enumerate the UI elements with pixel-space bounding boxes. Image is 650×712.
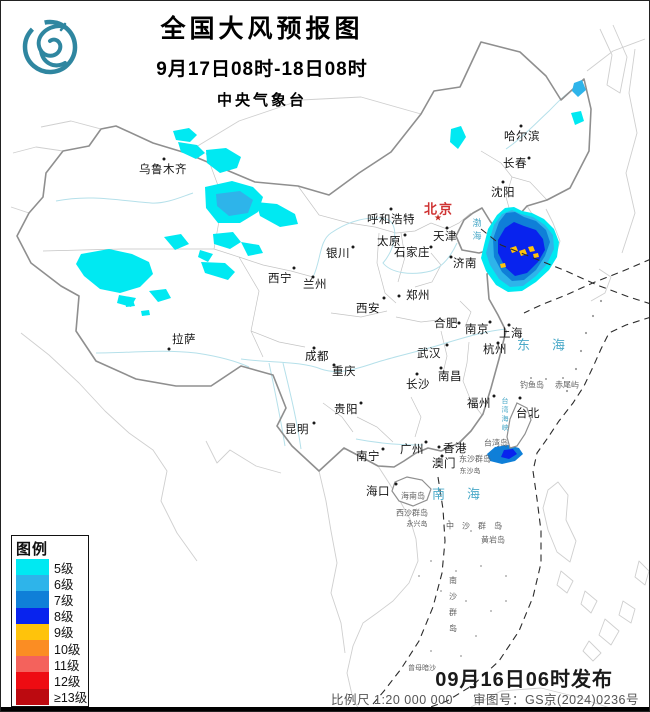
- legend-label: ≥13级: [54, 691, 88, 706]
- map-scale-row: 比例尺 1:20 000 000 审图号：GS京(2024)0236号: [331, 689, 639, 708]
- legend-item: 12级: [16, 672, 88, 689]
- china-national-boundary: [16, 41, 592, 472]
- bottom-frame-bar: [1, 707, 649, 711]
- legend-item: 10级: [16, 639, 88, 657]
- legend-item: 7级: [16, 591, 88, 608]
- approval-number: 审图号：GS京(2024)0236号: [472, 693, 639, 707]
- legend-item: 5级: [16, 559, 88, 576]
- map-scale: 比例尺 1:20 000 000: [331, 693, 453, 707]
- legend-item: ≥13级: [16, 688, 88, 706]
- maritime-dashed-lines: [372, 228, 649, 710]
- rivers: [55, 90, 572, 450]
- hainan-island: [391, 476, 432, 507]
- legend-swatch: [16, 688, 49, 705]
- page-title: 全国大风预报图: [160, 15, 364, 43]
- legend-box: 图例 5级 6级 7级 8级 9级 10级 11级 12级 ≥13级: [11, 535, 89, 707]
- legend-swatch: [16, 559, 49, 576]
- neighbor-coastlines: [10, 24, 649, 711]
- wind-areas-level5: [76, 111, 584, 316]
- wind-areas-level6: [216, 80, 586, 216]
- legend-item: 11级: [16, 656, 88, 673]
- legend-label: 7级: [54, 593, 74, 608]
- legend-swatch: [16, 656, 49, 673]
- legend-swatch: [16, 607, 49, 624]
- legend-swatch: [16, 623, 49, 640]
- taiwan-island: [506, 402, 532, 449]
- wind-area-taiwan-sw: [487, 445, 523, 464]
- legend-label: 9级: [54, 626, 74, 641]
- agency-name: 中央气象台: [216, 92, 307, 109]
- legend-item: 9级: [16, 623, 88, 641]
- legend-label: 6级: [54, 577, 74, 592]
- legend-swatch: [16, 591, 49, 608]
- legend-items: 5级 6级 7级 8级 9级 10级 11级 12级 ≥13级: [16, 559, 88, 705]
- province-boundaries: [42, 150, 548, 443]
- legend-item: 6级: [16, 575, 88, 592]
- reef-specks: [418, 299, 603, 657]
- legend-label: 8级: [54, 610, 74, 625]
- legend-title: 图例: [16, 541, 49, 558]
- legend-label: 10级: [54, 642, 81, 657]
- legend-label: 11级: [54, 658, 80, 673]
- wind-area-bohai: [481, 207, 559, 292]
- cma-dragon-logo-icon: [22, 19, 78, 75]
- legend-swatch: [16, 575, 49, 592]
- legend-item: 8级: [16, 607, 88, 625]
- header: 全国大风预报图 9月17日08时-18日08时 中央气象台: [97, 9, 427, 110]
- legend-label: 12级: [54, 674, 81, 689]
- publish-time: 09月16日06时发布: [435, 669, 613, 691]
- legend-swatch: [16, 639, 49, 657]
- legend-label: 5级: [54, 561, 74, 576]
- legend-swatch: [16, 672, 49, 689]
- forecast-period: 9月17日08时-18日08时: [156, 59, 368, 80]
